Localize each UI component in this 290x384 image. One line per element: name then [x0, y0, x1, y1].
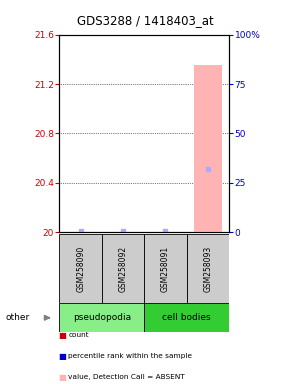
Bar [144, 234, 187, 303]
Text: GSM258092: GSM258092 [119, 246, 128, 292]
Bar [194, 65, 222, 232]
Text: ■: ■ [58, 331, 66, 340]
Bar [59, 234, 102, 303]
Bar [59, 303, 144, 332]
Text: percentile rank within the sample: percentile rank within the sample [68, 353, 192, 359]
Text: GSM258090: GSM258090 [76, 246, 85, 292]
Text: value, Detection Call = ABSENT: value, Detection Call = ABSENT [68, 374, 185, 381]
Text: cell bodies: cell bodies [162, 313, 211, 322]
Text: count: count [68, 332, 89, 338]
Bar [144, 303, 229, 332]
Bar [187, 234, 229, 303]
Text: ■: ■ [58, 352, 66, 361]
Text: other: other [6, 313, 30, 322]
Text: GDS3288 / 1418403_at: GDS3288 / 1418403_at [77, 14, 213, 27]
Text: GSM258091: GSM258091 [161, 246, 170, 292]
Bar [102, 234, 144, 303]
Text: pseudopodia: pseudopodia [73, 313, 131, 322]
Text: GSM258093: GSM258093 [203, 246, 212, 292]
Text: ■: ■ [58, 373, 66, 382]
